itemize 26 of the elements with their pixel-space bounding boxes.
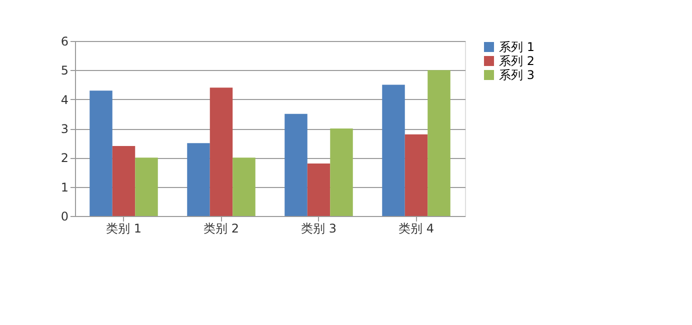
bar (210, 88, 233, 216)
y-tick-label: 4 (60, 92, 68, 107)
y-tick-label: 0 (60, 210, 68, 224)
bar (112, 146, 136, 216)
y-tick-label: 1 (60, 180, 68, 194)
legend-label: 系列 2 (499, 54, 534, 68)
bar (232, 158, 256, 216)
y-tick-label: 5 (60, 64, 68, 78)
x-tick-label: 类别 3 (301, 222, 336, 236)
x-tick-label: 类别 2 (204, 222, 239, 236)
bar (428, 70, 450, 216)
bar (307, 164, 330, 216)
bar (135, 158, 158, 216)
y-tick-label: 6 (60, 34, 68, 48)
legend-label: 系列 1 (499, 40, 534, 54)
x-tick-label: 类别 4 (398, 222, 434, 236)
y-tick-label: 2 (60, 151, 68, 166)
bar (404, 134, 428, 216)
bar (382, 84, 405, 216)
bar (284, 114, 308, 216)
x-tick-label: 类别 1 (106, 222, 142, 236)
legend-label: 系列 3 (499, 68, 534, 82)
y-tick-label: 3 (60, 122, 68, 136)
bar (187, 143, 210, 216)
bar (330, 128, 353, 216)
bar (90, 90, 112, 216)
